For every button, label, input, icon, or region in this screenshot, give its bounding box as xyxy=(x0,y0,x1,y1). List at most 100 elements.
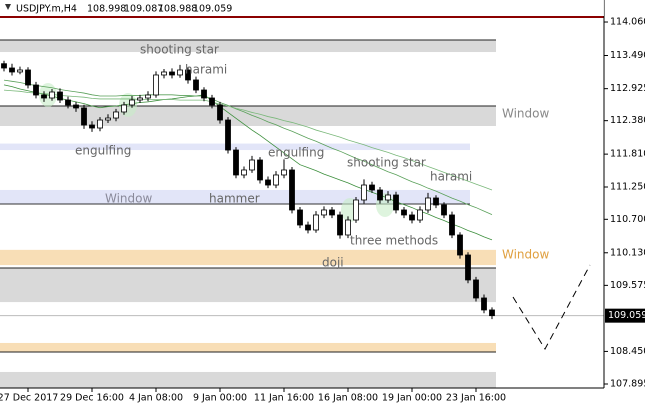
candle-body xyxy=(225,119,231,151)
header-icon xyxy=(5,4,11,10)
projection-line xyxy=(512,264,591,351)
candle-body xyxy=(241,169,247,176)
candle-body xyxy=(433,197,439,206)
candle-body xyxy=(145,94,151,99)
candle-body xyxy=(89,124,95,129)
x-tick-label: 11 Jan 16:00 xyxy=(254,393,314,404)
zone xyxy=(0,342,496,353)
candle-body xyxy=(425,197,431,211)
pattern-label: shooting star xyxy=(140,43,219,57)
zone xyxy=(0,39,496,53)
zone xyxy=(0,268,496,303)
candle-body xyxy=(105,117,111,121)
candle-body xyxy=(369,184,375,191)
candle-body xyxy=(161,71,167,76)
candle-body xyxy=(81,107,87,126)
candle-body xyxy=(9,67,15,73)
candle-body xyxy=(73,104,79,109)
moving-average xyxy=(3,79,493,215)
y-tick-label: 110.130 xyxy=(610,247,645,258)
moving-average xyxy=(3,84,493,241)
candle-body xyxy=(473,279,479,299)
symbol: USDJPY.m,H4 xyxy=(16,4,77,15)
x-tick-label: 27 Dec 2017 xyxy=(0,393,58,404)
candle-body xyxy=(153,74,159,96)
candle-body xyxy=(401,209,407,216)
candle-body xyxy=(297,209,303,226)
candle-body xyxy=(97,119,103,129)
candle-body xyxy=(417,209,423,221)
pattern-label: engulfing xyxy=(268,146,324,160)
candle-body xyxy=(177,69,183,76)
y-tick-label: 114.060 xyxy=(610,17,645,28)
candle-body xyxy=(305,224,311,231)
candle-body xyxy=(25,69,31,86)
candle-body xyxy=(273,174,279,186)
candle-body xyxy=(441,204,447,216)
candle-body xyxy=(201,89,207,99)
candle-body xyxy=(361,184,367,201)
x-tick-label: 16 Jan 08:00 xyxy=(318,393,378,404)
pattern-label: doji xyxy=(322,256,344,270)
zone xyxy=(0,371,496,388)
y-tick-label: 112.380 xyxy=(610,115,645,126)
header-low: 108.988 xyxy=(158,4,197,15)
header-high: 109.087 xyxy=(124,4,163,15)
candle-body xyxy=(49,91,55,99)
candle-body xyxy=(345,219,351,236)
candle-body xyxy=(33,84,39,96)
x-tick-label: 29 Dec 16:00 xyxy=(60,393,124,404)
y-tick-label: 107.895 xyxy=(610,379,645,390)
candle-body xyxy=(329,209,335,216)
pattern-label: shooting star xyxy=(347,156,426,170)
zone xyxy=(0,143,470,151)
candle-body xyxy=(489,309,495,317)
candle-body xyxy=(337,214,343,236)
candle-body xyxy=(321,209,327,216)
header-close: 109.059 xyxy=(193,4,232,15)
zone xyxy=(0,105,496,127)
candle-body xyxy=(289,169,295,211)
pattern-label: harami xyxy=(430,170,472,184)
header-open: 108.998 xyxy=(87,4,126,15)
candle-body xyxy=(41,94,47,99)
y-tick-label: 111.250 xyxy=(610,182,645,193)
candle-body xyxy=(449,214,455,236)
candle-body xyxy=(1,63,7,69)
candle-body xyxy=(121,104,127,113)
y-tick-label: 113.490 xyxy=(610,50,645,61)
candle-body xyxy=(57,91,63,101)
pattern-label: Window xyxy=(105,192,153,206)
candle-body xyxy=(281,169,287,176)
candle-body xyxy=(209,97,215,106)
candle-body xyxy=(313,214,319,231)
pattern-label: engulfing xyxy=(75,144,131,158)
candle-body xyxy=(169,71,175,76)
candle-body xyxy=(265,179,271,186)
pattern-label: three methods xyxy=(350,234,438,248)
candle-body xyxy=(457,234,463,256)
y-tick-label: 110.700 xyxy=(610,214,645,225)
pattern-label: Window xyxy=(502,107,550,121)
candle-body xyxy=(185,69,191,81)
y-tick-label: 108.450 xyxy=(610,346,645,357)
current-price-box xyxy=(605,308,645,323)
y-tick-label: 111.810 xyxy=(610,149,645,160)
candle-body xyxy=(113,111,119,119)
candle-body xyxy=(137,97,143,101)
zone xyxy=(0,249,496,266)
plot-area xyxy=(0,16,604,388)
candle-body xyxy=(65,99,71,106)
pattern-label: harami xyxy=(185,63,227,77)
candle-body xyxy=(481,297,487,311)
candle-body xyxy=(17,69,23,73)
y-tick-label: 112.925 xyxy=(610,83,645,94)
x-tick-label: 4 Jan 08:00 xyxy=(129,393,183,404)
candle-body xyxy=(377,189,383,201)
pattern-label: hammer xyxy=(209,192,260,206)
x-tick-label: 19 Jan 00:00 xyxy=(382,393,442,404)
y-tick-label: 109.575 xyxy=(610,280,645,291)
candle-body xyxy=(385,194,391,201)
candle-body xyxy=(217,104,223,121)
